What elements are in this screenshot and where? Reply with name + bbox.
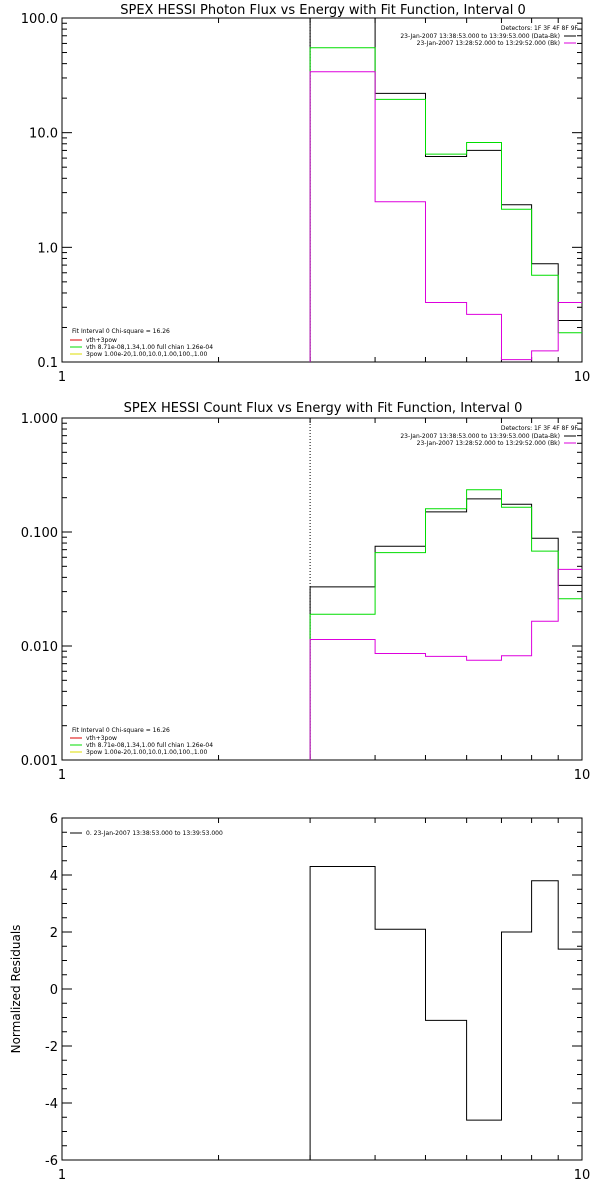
legend-left-label: vth+3pow bbox=[86, 735, 117, 742]
y-tick-label: 0.1 bbox=[37, 356, 58, 371]
y-tick-label: 6 bbox=[50, 812, 58, 827]
y-tick-label: -6 bbox=[45, 1154, 58, 1169]
legend-left-label: 0. 23-Jan-2007 13:38:53.000 to 13:39:53.… bbox=[86, 830, 223, 837]
y-tick-label: 0 bbox=[50, 983, 58, 998]
legend-left-label: 3pow 1.00e-20,1.00,10.0,1.00,100.,1.00 bbox=[86, 351, 207, 358]
y-tick-label: 0.100 bbox=[21, 526, 58, 541]
legend-left-label: 3pow 1.00e-20,1.00,10.0,1.00,100.,1.00 bbox=[86, 749, 207, 756]
legend-right-label: 23-Jan-2007 13:38:53.000 to 13:39:53.000… bbox=[400, 433, 560, 440]
y-tick-label: -2 bbox=[45, 1040, 58, 1055]
legend-right-label: 23-Jan-2007 13:38:53.000 to 13:39:53.000… bbox=[400, 33, 560, 40]
photon-flux-panel: SPEX HESSI Photon Flux vs Energy with Fi… bbox=[21, 3, 590, 385]
x-tick-label: 10 bbox=[574, 370, 591, 385]
count-detectors-label: Detectors: 1F 3F 4F 8F 9F bbox=[501, 425, 579, 432]
legend-right-label: 23-Jan-2007 13:28:52.000 to 13:29:52.000… bbox=[417, 40, 560, 47]
photon-detectors-label: Detectors: 1F 3F 4F 8F 9F bbox=[501, 25, 579, 32]
series-step-line bbox=[309, 489, 582, 760]
x-tick-label: 10 bbox=[574, 768, 591, 783]
series-step-line bbox=[309, 568, 582, 760]
series-step-line bbox=[309, 866, 582, 1160]
legend-left-label: vth+3pow bbox=[86, 337, 117, 344]
x-tick-label: 1 bbox=[58, 1168, 66, 1183]
count-fit-label: Fit Interval 0 Chi-square = 16.26 bbox=[72, 727, 170, 734]
y-tick-label: 1.000 bbox=[21, 412, 58, 427]
y-tick-label: 0.010 bbox=[21, 640, 58, 655]
series-step-line bbox=[309, 498, 582, 760]
series-step-line bbox=[309, 47, 582, 362]
count-flux-panel: SPEX HESSI Count Flux vs Energy with Fit… bbox=[21, 401, 590, 783]
residuals-plot-frame bbox=[61, 817, 583, 1161]
legend-left-label: vth 8.71e-08,1.34,1.00 full chian 1.26e-… bbox=[86, 344, 213, 351]
legend-right-label: 23-Jan-2007 13:28:52.000 to 13:29:52.000… bbox=[417, 440, 560, 447]
x-tick-label: 10 bbox=[574, 1168, 591, 1183]
series-step-line bbox=[309, 17, 582, 362]
y-tick-label: 2 bbox=[50, 926, 58, 941]
legend-left-label: vth 8.71e-08,1.34,1.00 full chian 1.26e-… bbox=[86, 742, 213, 749]
count-flux-plot-frame bbox=[61, 417, 583, 761]
x-tick-label: 1 bbox=[58, 370, 66, 385]
x-tick-label: 1 bbox=[58, 768, 66, 783]
y-tick-label: 10.0 bbox=[29, 127, 58, 142]
photon-fit-label: Fit Interval 0 Chi-square = 16.26 bbox=[72, 328, 170, 335]
y-tick-label: 1.0 bbox=[37, 241, 58, 256]
y-tick-label: 4 bbox=[50, 869, 58, 884]
residuals-ylabel: Normalized Residuals bbox=[9, 925, 23, 1054]
photon-flux-title: SPEX HESSI Photon Flux vs Energy with Fi… bbox=[120, 3, 526, 18]
photon-flux-plot-frame bbox=[61, 17, 583, 363]
residuals-panel: Normalized Residuals 1 10 -6 -4 -2 0 2 4 6 0. 23-… bbox=[9, 812, 590, 1183]
y-tick-label: 0.001 bbox=[21, 754, 58, 769]
y-tick-label: -4 bbox=[45, 1097, 58, 1112]
series-step-line bbox=[309, 71, 582, 362]
count-flux-title: SPEX HESSI Count Flux vs Energy with Fit… bbox=[124, 401, 523, 416]
y-tick-label: 100.0 bbox=[21, 12, 58, 27]
